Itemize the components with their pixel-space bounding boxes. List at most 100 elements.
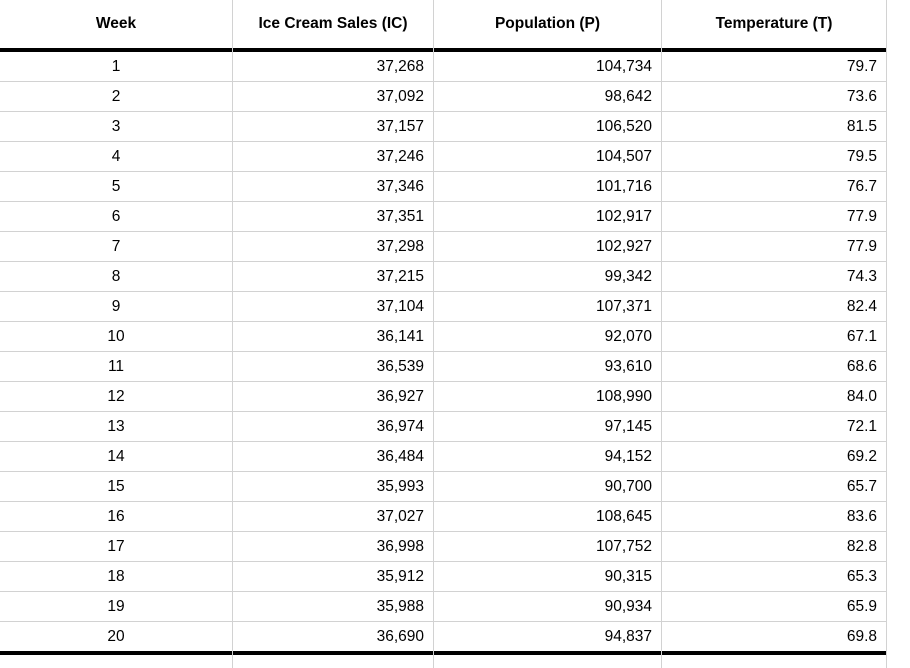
cell-ice-cream-sales[interactable]: 36,927: [233, 382, 433, 412]
cell-week[interactable]: 14: [0, 442, 232, 472]
empty-cell[interactable]: [887, 322, 910, 352]
cell-population[interactable]: 108,990: [434, 382, 661, 412]
empty-cell[interactable]: [887, 52, 910, 82]
empty-cell[interactable]: [887, 202, 910, 232]
cell-temperature[interactable]: 68.6: [662, 352, 886, 382]
empty-cell[interactable]: [887, 82, 910, 112]
cell-population[interactable]: 101,716: [434, 172, 661, 202]
header-cell-week[interactable]: Week: [0, 0, 232, 52]
cell-population[interactable]: 98,642: [434, 82, 661, 112]
cell-ice-cream-sales[interactable]: 37,092: [233, 82, 433, 112]
cell-population[interactable]: 104,507: [434, 142, 661, 172]
cell-population[interactable]: 108,645: [434, 502, 661, 532]
cell-ice-cream-sales[interactable]: 37,346: [233, 172, 433, 202]
empty-cell[interactable]: [887, 442, 910, 472]
empty-cell[interactable]: [887, 622, 910, 655]
cell-temperature[interactable]: 69.8: [662, 622, 886, 655]
cell-ice-cream-sales[interactable]: 36,974: [233, 412, 433, 442]
empty-cell[interactable]: [887, 292, 910, 322]
cell-ice-cream-sales[interactable]: 37,104: [233, 292, 433, 322]
cell-week[interactable]: 20: [0, 622, 232, 655]
empty-cell[interactable]: [887, 262, 910, 292]
empty-cell[interactable]: [887, 172, 910, 202]
cell-population[interactable]: 94,837: [434, 622, 661, 655]
cell-population[interactable]: 90,934: [434, 592, 661, 622]
cell-week[interactable]: 18: [0, 562, 232, 592]
cell-population[interactable]: 93,610: [434, 352, 661, 382]
empty-cell[interactable]: [887, 412, 910, 442]
cell-week[interactable]: 2: [0, 82, 232, 112]
cell-population[interactable]: 90,315: [434, 562, 661, 592]
cell-ice-cream-sales[interactable]: 35,993: [233, 472, 433, 502]
cell-week[interactable]: 10: [0, 322, 232, 352]
header-cell-population[interactable]: Population (P): [434, 0, 661, 52]
empty-cell[interactable]: [887, 655, 910, 668]
cell-week[interactable]: 4: [0, 142, 232, 172]
cell-population[interactable]: 97,145: [434, 412, 661, 442]
cell-population[interactable]: 99,342: [434, 262, 661, 292]
empty-cell[interactable]: [887, 352, 910, 382]
cell-population[interactable]: 102,927: [434, 232, 661, 262]
cell-ice-cream-sales[interactable]: 36,484: [233, 442, 433, 472]
cell-population[interactable]: 104,734: [434, 52, 661, 82]
cell-population[interactable]: 106,520: [434, 112, 661, 142]
cell-population[interactable]: 107,752: [434, 532, 661, 562]
cell-temperature[interactable]: 84.0: [662, 382, 886, 412]
cell-temperature[interactable]: 72.1: [662, 412, 886, 442]
cell-week[interactable]: 13: [0, 412, 232, 442]
cell-population[interactable]: 92,070: [434, 322, 661, 352]
cell-population[interactable]: 107,371: [434, 292, 661, 322]
cell-temperature[interactable]: 82.4: [662, 292, 886, 322]
empty-cell[interactable]: [233, 655, 433, 668]
cell-ice-cream-sales[interactable]: 37,157: [233, 112, 433, 142]
cell-temperature[interactable]: 77.9: [662, 202, 886, 232]
cell-temperature[interactable]: 65.7: [662, 472, 886, 502]
cell-ice-cream-sales[interactable]: 36,141: [233, 322, 433, 352]
empty-cell[interactable]: [887, 0, 910, 52]
cell-ice-cream-sales[interactable]: 37,215: [233, 262, 433, 292]
cell-temperature[interactable]: 79.5: [662, 142, 886, 172]
empty-cell[interactable]: [887, 232, 910, 262]
empty-cell[interactable]: [887, 112, 910, 142]
cell-ice-cream-sales[interactable]: 37,268: [233, 52, 433, 82]
cell-week[interactable]: 3: [0, 112, 232, 142]
cell-temperature[interactable]: 79.7: [662, 52, 886, 82]
cell-ice-cream-sales[interactable]: 37,351: [233, 202, 433, 232]
cell-week[interactable]: 5: [0, 172, 232, 202]
empty-cell[interactable]: [887, 382, 910, 412]
cell-temperature[interactable]: 83.6: [662, 502, 886, 532]
cell-temperature[interactable]: 65.9: [662, 592, 886, 622]
cell-temperature[interactable]: 65.3: [662, 562, 886, 592]
cell-ice-cream-sales[interactable]: 36,690: [233, 622, 433, 655]
cell-temperature[interactable]: 74.3: [662, 262, 886, 292]
cell-week[interactable]: 17: [0, 532, 232, 562]
cell-temperature[interactable]: 77.9: [662, 232, 886, 262]
cell-ice-cream-sales[interactable]: 37,298: [233, 232, 433, 262]
cell-temperature[interactable]: 73.6: [662, 82, 886, 112]
empty-cell[interactable]: [887, 472, 910, 502]
cell-week[interactable]: 15: [0, 472, 232, 502]
cell-week[interactable]: 12: [0, 382, 232, 412]
cell-ice-cream-sales[interactable]: 35,912: [233, 562, 433, 592]
cell-ice-cream-sales[interactable]: 36,539: [233, 352, 433, 382]
cell-week[interactable]: 6: [0, 202, 232, 232]
cell-temperature[interactable]: 81.5: [662, 112, 886, 142]
empty-cell[interactable]: [887, 562, 910, 592]
cell-week[interactable]: 16: [0, 502, 232, 532]
cell-ice-cream-sales[interactable]: 35,988: [233, 592, 433, 622]
cell-week[interactable]: 8: [0, 262, 232, 292]
empty-cell[interactable]: [662, 655, 886, 668]
empty-cell[interactable]: [887, 502, 910, 532]
cell-temperature[interactable]: 69.2: [662, 442, 886, 472]
empty-cell[interactable]: [434, 655, 661, 668]
cell-week[interactable]: 7: [0, 232, 232, 262]
cell-ice-cream-sales[interactable]: 36,998: [233, 532, 433, 562]
cell-week[interactable]: 9: [0, 292, 232, 322]
cell-ice-cream-sales[interactable]: 37,246: [233, 142, 433, 172]
cell-population[interactable]: 94,152: [434, 442, 661, 472]
empty-cell[interactable]: [887, 532, 910, 562]
empty-cell[interactable]: [887, 142, 910, 172]
cell-population[interactable]: 102,917: [434, 202, 661, 232]
cell-ice-cream-sales[interactable]: 37,027: [233, 502, 433, 532]
header-cell-temperature[interactable]: Temperature (T): [662, 0, 886, 52]
